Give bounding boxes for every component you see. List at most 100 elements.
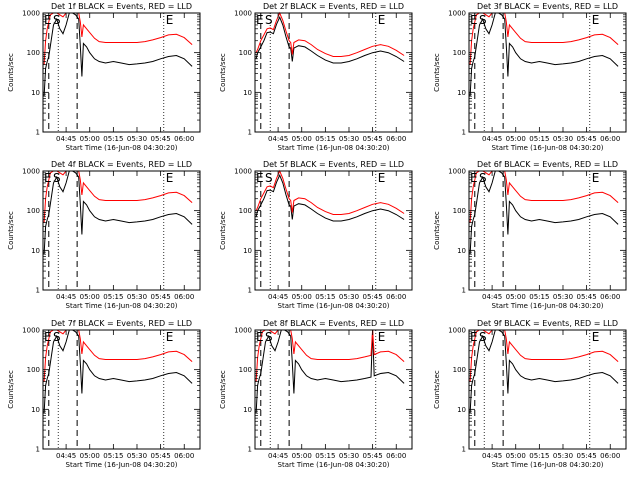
x-tick-label: 05:30 (553, 452, 573, 460)
plot-frame (468, 329, 627, 450)
x-tick-label: 06:00 (600, 293, 620, 301)
y-tick-label: 100 (453, 366, 466, 374)
plot-frame (42, 12, 201, 133)
y-tick-label: 10 (31, 406, 40, 414)
marker-letter-e: E (256, 330, 264, 344)
y-tick-label: 1000 (234, 168, 252, 176)
x-tick-label: 06:00 (600, 452, 620, 460)
y-axis-label: Counts/sec (219, 211, 227, 250)
x-axis-label: Start Time (16-Jun-08 04:30:20) (492, 144, 604, 152)
series-line-events (43, 329, 193, 414)
y-tick-label: 100 (453, 49, 466, 57)
series-line-events (469, 329, 619, 414)
marker-letter-s: S (265, 330, 273, 344)
marker-letter-e: E (256, 171, 264, 185)
x-tick-label: 05:00 (292, 293, 312, 301)
x-axis-label: Start Time (16-Jun-08 04:30:20) (66, 302, 178, 310)
y-tick-label: 1 (248, 129, 252, 137)
plot-frame (468, 12, 627, 133)
y-axis-label: Counts/sec (219, 53, 227, 92)
x-tick-label: 06:00 (386, 452, 406, 460)
panel-6: Det 6f BLACK = Events, RED = LLD 1 10 100 10… (433, 160, 627, 310)
marker-letter-e: E (470, 13, 478, 27)
marker-letter-e: E (166, 13, 174, 27)
marker-letter-s: S (53, 171, 61, 185)
y-tick-label: 1000 (22, 168, 40, 176)
x-tick-label: 05:15 (315, 135, 335, 143)
x-tick-label: 05:00 (506, 135, 526, 143)
x-tick-label: 06:00 (600, 135, 620, 143)
panel-title: Det 3f BLACK = Events, RED = LLD (477, 2, 618, 11)
y-tick-label: 100 (453, 207, 466, 215)
x-tick-label: 05:15 (103, 452, 123, 460)
panel-1: Det 1f BLACK = Events, RED = LLD 1 10 100 10… (7, 2, 201, 152)
marker-letter-s: S (53, 13, 61, 27)
y-tick-label: 1 (462, 446, 466, 454)
x-tick-label: 05:15 (529, 452, 549, 460)
x-tick-label: 05:15 (103, 293, 123, 301)
x-tick-label: 04:45 (56, 293, 76, 301)
x-tick-label: 05:00 (292, 135, 312, 143)
x-tick-label: 05:30 (127, 135, 147, 143)
y-tick-label: 1 (36, 446, 40, 454)
x-tick-label: 05:00 (80, 293, 100, 301)
x-tick-label: 06:00 (386, 293, 406, 301)
y-tick-label: 1 (462, 129, 466, 137)
panel-9: Det 9f BLACK = Events, RED = LLD 1 10 100 10… (433, 319, 627, 469)
panel-title: Det 8f BLACK = Events, RED = LLD (263, 319, 404, 328)
plot-frame (254, 170, 413, 291)
x-tick-label: 05:15 (529, 135, 549, 143)
y-tick-label: 100 (27, 366, 40, 374)
marker-letter-e: E (592, 171, 600, 185)
panel-4: Det 4f BLACK = Events, RED = LLD 1 10 100 10… (7, 160, 201, 310)
panel-title: Det 2f BLACK = Events, RED = LLD (263, 2, 404, 11)
x-tick-label: 05:45 (577, 135, 597, 143)
x-tick-label: 05:45 (151, 135, 171, 143)
marker-letter-e: E (592, 13, 600, 27)
marker-letter-e: E (256, 13, 264, 27)
y-tick-label: 100 (239, 49, 252, 57)
x-tick-label: 05:15 (315, 452, 335, 460)
y-tick-label: 1 (248, 287, 252, 295)
y-tick-label: 100 (27, 207, 40, 215)
y-tick-label: 1000 (234, 10, 252, 18)
x-tick-label: 05:45 (577, 452, 597, 460)
panel-7: Det 7f BLACK = Events, RED = LLD 1 10 100 10… (7, 319, 201, 469)
y-axis-label: Counts/sec (433, 370, 441, 409)
x-tick-label: 05:00 (80, 452, 100, 460)
marker-letter-e: E (44, 171, 52, 185)
x-tick-label: 05:15 (103, 135, 123, 143)
panel-title: Det 1f BLACK = Events, RED = LLD (51, 2, 192, 11)
series-line-events (255, 16, 405, 64)
series-line-events (469, 12, 619, 97)
plot-frame (254, 12, 413, 133)
y-tick-label: 10 (457, 406, 466, 414)
marker-letter-e: E (470, 171, 478, 185)
x-tick-label: 05:45 (151, 452, 171, 460)
y-tick-label: 1000 (448, 168, 466, 176)
x-tick-label: 05:00 (292, 452, 312, 460)
series-line-events (255, 329, 405, 414)
marker-letter-s: S (265, 171, 273, 185)
x-tick-label: 05:30 (339, 452, 359, 460)
x-tick-label: 05:30 (553, 135, 573, 143)
plot-frame (254, 329, 413, 450)
plot-frame (42, 329, 201, 450)
marker-letter-e: E (592, 330, 600, 344)
y-tick-label: 1 (36, 129, 40, 137)
y-tick-label: 1000 (22, 327, 40, 335)
x-tick-label: 06:00 (386, 135, 406, 143)
marker-letter-e: E (378, 171, 386, 185)
panel-title: Det 6f BLACK = Events, RED = LLD (477, 160, 618, 169)
y-tick-label: 10 (31, 247, 40, 255)
marker-letter-e: E (378, 13, 386, 27)
y-tick-label: 1 (248, 446, 252, 454)
marker-letter-s: S (479, 330, 487, 344)
x-tick-label: 06:00 (174, 293, 194, 301)
panel-3: Det 3f BLACK = Events, RED = LLD 1 10 100 10… (433, 2, 627, 152)
panel-8: Det 8f BLACK = Events, RED = LLD 1 10 100 10… (219, 319, 413, 469)
y-tick-label: 100 (27, 49, 40, 57)
series-line-events (43, 170, 193, 255)
